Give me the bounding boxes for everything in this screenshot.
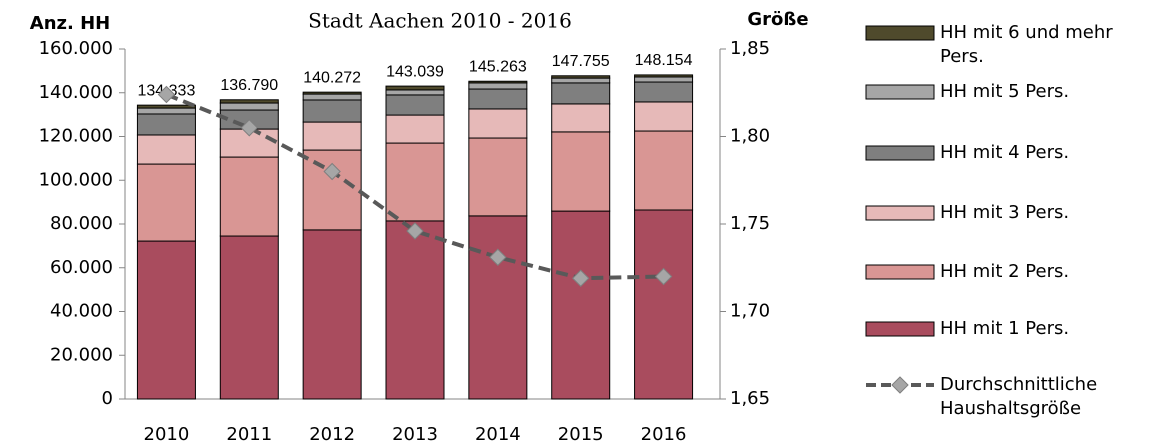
bar-segment — [302, 121, 362, 151]
legend-label: HH mit 5 Pers. — [940, 81, 1070, 102]
bar-segment — [634, 81, 694, 103]
y-tick-label: 0 — [102, 388, 113, 409]
bar-segment — [136, 104, 196, 109]
legend-swatch — [865, 321, 935, 337]
legend-label: Durchschnittliche Haushaltsgröße — [940, 374, 1098, 419]
total-label: 140.272 — [303, 69, 361, 86]
legend-swatch — [865, 264, 935, 280]
bar-segment — [385, 85, 445, 91]
bar-segment — [302, 99, 362, 123]
legend-marker — [891, 376, 909, 394]
bar-segment — [551, 210, 611, 400]
total-label: 148.154 — [635, 52, 693, 69]
legend-label: HH mit 4 Pers. — [940, 142, 1070, 163]
y-tick-label: 60.000 — [50, 257, 113, 278]
total-label: 147.755 — [552, 53, 610, 70]
bar-segment — [385, 220, 445, 400]
bar-segment — [385, 114, 445, 144]
line-marker — [489, 248, 507, 266]
y-tick-label: 100.000 — [39, 169, 113, 190]
x-tick-label: 2012 — [309, 424, 355, 445]
y-tick-label: 140.000 — [39, 82, 113, 103]
legend-label: HH mit 1 Pers. — [940, 318, 1070, 339]
bar-segment — [136, 163, 196, 242]
legend-label: HH mit 6 und mehr Pers. — [940, 22, 1113, 67]
y-tick-label: 20.000 — [50, 344, 113, 365]
bar-segment — [136, 107, 196, 115]
total-label: 143.039 — [386, 63, 444, 80]
bar-segment — [468, 80, 528, 84]
legend-label: HH mit 3 Pers. — [940, 202, 1070, 223]
x-tick-label: 2013 — [392, 424, 438, 445]
chart-title: Stadt Aachen 2010 - 2016 — [308, 9, 572, 33]
bar-segment — [634, 76, 694, 83]
bar-segment — [302, 91, 362, 95]
legend-label: HH mit 2 Pers. — [940, 261, 1070, 282]
bar-segment — [468, 88, 528, 110]
y2-tick-label: 1,80 — [730, 126, 770, 147]
bar-segment — [302, 93, 362, 101]
legend-swatch — [865, 145, 935, 161]
y-tick-label: 40.000 — [50, 301, 113, 322]
y-tick-label: 120.000 — [39, 126, 113, 147]
bar-segment — [385, 94, 445, 116]
bar-segment — [634, 74, 694, 78]
bar-segment — [551, 77, 611, 84]
total-label: 136.790 — [220, 77, 278, 94]
bar-segment — [302, 149, 362, 231]
bar-segment — [136, 240, 196, 400]
bar-segment — [385, 142, 445, 222]
bar-segment — [468, 215, 528, 400]
y-tick-label: 160.000 — [39, 38, 113, 59]
legend-swatch — [865, 84, 935, 100]
bar-segment — [551, 82, 611, 105]
bar-segment — [136, 113, 196, 136]
bar-segment — [468, 137, 528, 217]
bar-segment — [634, 209, 694, 400]
bar-segment — [634, 130, 694, 211]
bar-segment — [219, 102, 279, 111]
bar-segment — [551, 103, 611, 133]
bar-segment — [219, 99, 279, 104]
y2-tick-label: 1,70 — [730, 301, 770, 322]
total-label: 145.263 — [469, 58, 527, 75]
x-tick-label: 2015 — [558, 424, 604, 445]
line-marker — [323, 162, 341, 181]
line-marker — [240, 119, 258, 137]
x-tick-label: 2014 — [475, 424, 521, 445]
y-tick-label: 80.000 — [50, 213, 113, 234]
y2-tick-label: 1,75 — [730, 213, 770, 234]
line-marker — [654, 267, 673, 286]
line-marker — [406, 222, 424, 240]
x-tick-label: 2011 — [226, 424, 272, 445]
y2-tick-label: 1,65 — [730, 388, 770, 409]
bar-segment — [634, 101, 694, 132]
bar-segment — [219, 156, 279, 237]
bar-segment — [551, 75, 611, 79]
bar-segment — [385, 89, 445, 96]
legend-swatch — [865, 205, 935, 221]
y2-axis-label: Größe — [747, 9, 808, 30]
x-tick-label: 2016 — [641, 424, 687, 445]
bar-segment — [551, 131, 611, 212]
bar-segment — [468, 82, 528, 90]
y-axis-label: Anz. HH — [30, 13, 110, 34]
bar-segment — [136, 134, 196, 165]
legend-swatch — [865, 25, 935, 41]
line-marker — [157, 85, 176, 104]
line-marker — [572, 269, 590, 287]
y2-tick-label: 1,85 — [730, 38, 770, 59]
bar-segment — [468, 108, 528, 139]
bar-segment — [219, 235, 279, 400]
x-tick-label: 2010 — [144, 424, 190, 445]
bar-segment — [302, 229, 362, 400]
